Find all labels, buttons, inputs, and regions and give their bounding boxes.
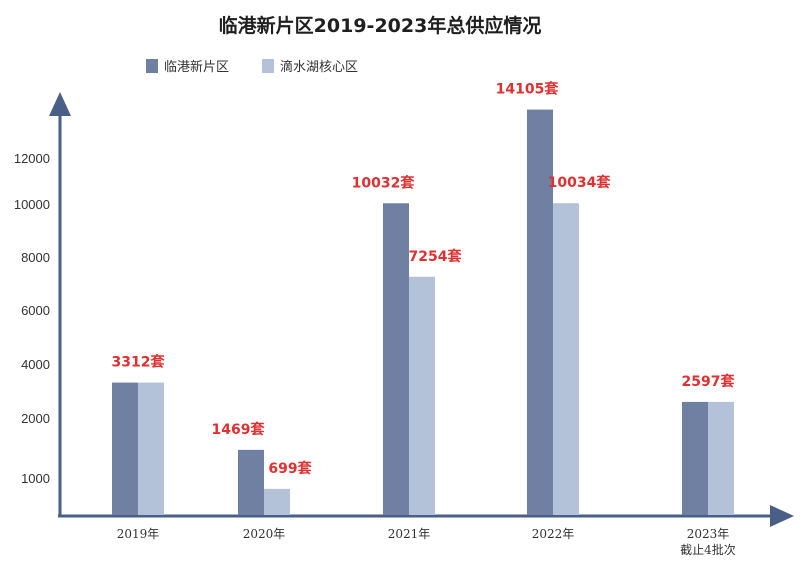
y-tick-label: 6000: [21, 303, 50, 318]
bars: [112, 109, 734, 516]
y-tick-label: 1000: [21, 471, 50, 486]
axes: [49, 92, 794, 527]
x-tick-label: 2023年: [687, 527, 730, 541]
bar-lingang: [527, 109, 553, 516]
y-tick-label: 4000: [21, 357, 50, 372]
x-axis-arrow: [770, 505, 794, 527]
chart-title: 临港新片区2019-2023年总供应情况: [219, 14, 542, 37]
bar-lingang: [682, 401, 708, 515]
data-labels: 3312套 1469套 699套 10032套 7254套 14105套 10034套 259…: [112, 81, 735, 477]
legend-swatch-2: [262, 59, 274, 73]
legend-label-1: 临港新片区: [164, 59, 229, 75]
legend: 临港新片区 滴水湖核心区: [146, 59, 358, 75]
y-tick-label: 10000: [14, 197, 50, 212]
bar-dishuihu: [553, 203, 579, 515]
data-label: 10032套: [352, 174, 415, 191]
y-axis-arrow: [49, 92, 71, 116]
data-label: 7254套: [409, 248, 462, 265]
bar-lingang: [238, 449, 264, 515]
data-label: 14105套: [496, 81, 559, 98]
data-label: 2597套: [682, 373, 735, 390]
x-tick-label: 2021年: [388, 527, 431, 541]
bar-dishuihu: [409, 276, 435, 515]
data-label: 699套: [268, 460, 311, 477]
data-label: 3312套: [112, 354, 165, 371]
bar-dishuihu: [264, 488, 290, 515]
data-label: 1469套: [212, 421, 265, 438]
data-label: 10034套: [548, 174, 611, 191]
legend-label-2: 滴水湖核心区: [280, 59, 358, 75]
y-tick-label: 2000: [21, 411, 50, 426]
bar-dishuihu: [138, 382, 164, 515]
y-axis-ticks: 1000 2000 4000 6000 8000 10000 12000: [14, 151, 50, 486]
x-tick-label: 2020年: [243, 527, 286, 541]
y-tick-label: 12000: [14, 151, 50, 166]
bar-lingang: [383, 203, 409, 515]
x-tick-label: 2022年: [532, 527, 575, 541]
legend-swatch-1: [146, 59, 158, 73]
bar-dishuihu: [708, 401, 734, 515]
x-tick-label: 截止4批次: [680, 542, 736, 557]
x-tick-label: 2019年: [117, 527, 160, 541]
bar-lingang: [112, 382, 138, 515]
y-tick-label: 8000: [21, 250, 50, 265]
